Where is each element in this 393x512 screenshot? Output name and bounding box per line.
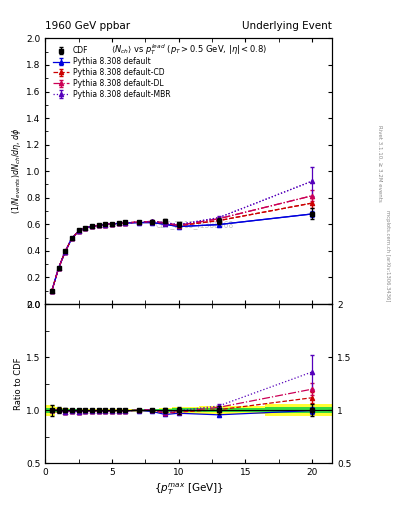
Text: CDF_2015_I1388868: CDF_2015_I1388868 (155, 220, 233, 229)
Y-axis label: Ratio to CDF: Ratio to CDF (14, 357, 23, 410)
X-axis label: $\{p_T^{max}$ [GeV]$\}$: $\{p_T^{max}$ [GeV]$\}$ (154, 481, 224, 497)
Text: mcplots.cern.ch [arXiv:1306.3436]: mcplots.cern.ch [arXiv:1306.3436] (385, 210, 389, 302)
Y-axis label: $(1/N_{events}) dN_{ch}/d\eta, d\phi$: $(1/N_{events}) dN_{ch}/d\eta, d\phi$ (10, 128, 23, 214)
Text: Rivet 3.1.10, ≥ 3.2M events: Rivet 3.1.10, ≥ 3.2M events (377, 125, 382, 202)
Legend: CDF, Pythia 8.308 default, Pythia 8.308 default-CD, Pythia 8.308 default-DL, Pyt: CDF, Pythia 8.308 default, Pythia 8.308 … (52, 45, 172, 100)
Text: $\langle N_{ch}\rangle$ vs $p_T^{lead}$ ($p_T > 0.5$ GeV, $|\eta| < 0.8$): $\langle N_{ch}\rangle$ vs $p_T^{lead}$ … (110, 42, 267, 57)
Text: Underlying Event: Underlying Event (242, 20, 332, 31)
Text: 1960 GeV ppbar: 1960 GeV ppbar (45, 20, 130, 31)
